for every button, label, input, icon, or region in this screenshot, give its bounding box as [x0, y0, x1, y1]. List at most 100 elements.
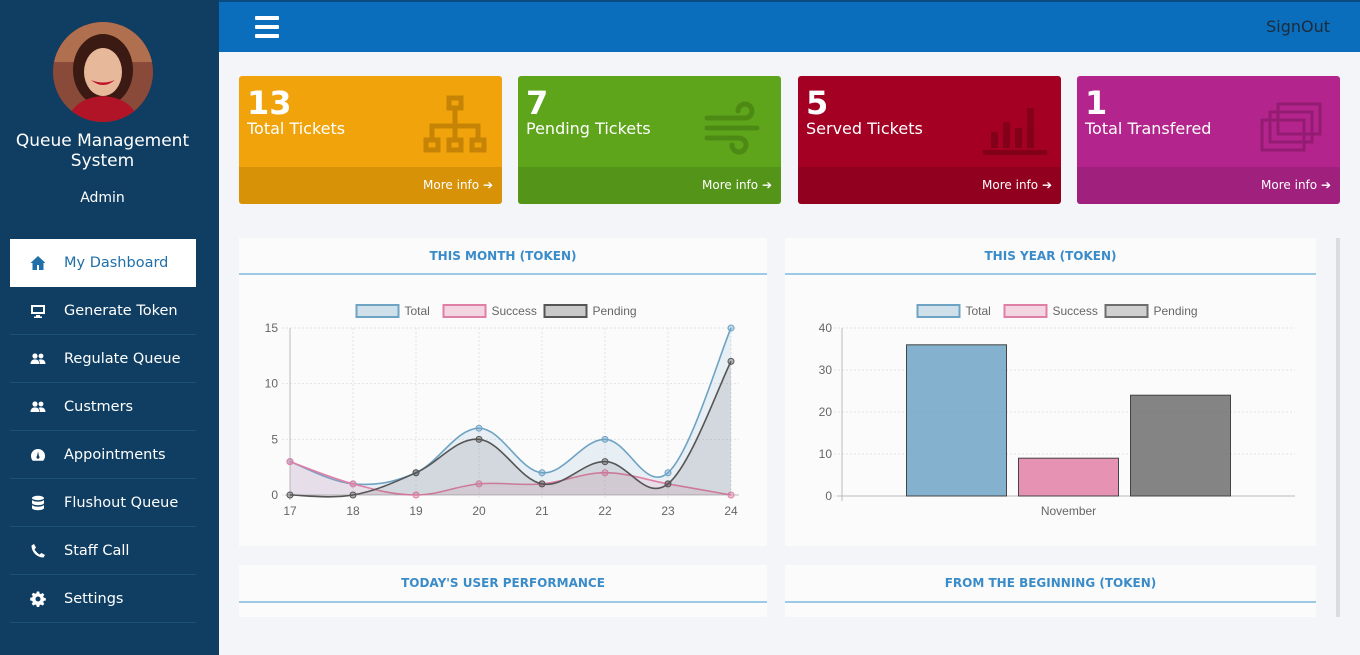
sidebar-item-custmers[interactable]: Custmers [10, 383, 196, 431]
data-point [286, 491, 294, 499]
gauge-icon [29, 446, 47, 464]
signout-link[interactable]: SignOut [1266, 17, 1330, 36]
stat-value: 5 [806, 84, 829, 122]
panel-from-the-beginning: FROM THE BEGINNING (TOKEN) [785, 565, 1316, 617]
y-tick-label: 5 [271, 432, 278, 446]
monitor-icon [29, 302, 47, 320]
data-point [475, 435, 483, 443]
year-bar-chart: Total Success Pending 0 10 20 30 40 November [819, 304, 1295, 518]
panel-divider [239, 601, 767, 603]
data-point [601, 458, 609, 466]
data-point [727, 357, 735, 365]
sidebar-item-appointments[interactable]: Appointments [10, 431, 196, 479]
panel-divider [239, 273, 767, 275]
x-tick-label: 19 [409, 504, 423, 518]
user-role: Admin [80, 190, 125, 206]
gear-icon [29, 590, 47, 608]
stat-label: Total Transfered [1085, 119, 1212, 138]
bar-chart-icon [983, 108, 1047, 155]
bar [1018, 457, 1119, 497]
x-tick-label: 18 [346, 504, 360, 518]
panel-divider [785, 601, 1316, 603]
database-icon [29, 494, 47, 512]
x-tick-label: 20 [472, 504, 486, 518]
month-line-chart: Total Success Pending 0 5 10 15 17 18 19 20 21 22 23 2… [265, 304, 739, 518]
series-line [289, 327, 732, 486]
series-line [289, 460, 732, 496]
panel-this-year: THIS YEAR (TOKEN) Total Success Pending 0 10… [785, 238, 1316, 546]
y-tick-label: 30 [819, 363, 833, 377]
data-point [349, 491, 357, 499]
stat-label: Served Tickets [806, 119, 923, 138]
legend-label: Total [966, 304, 991, 318]
sidebar-item-settings[interactable]: Settings [10, 575, 196, 623]
panel-title: FROM THE BEGINNING (TOKEN) [944, 576, 1157, 590]
data-point [727, 491, 735, 499]
y-tick-label: 0 [271, 488, 278, 502]
legend-label: Pending [593, 304, 637, 318]
y-tick-label: 40 [819, 321, 833, 335]
topbar: SignOut [219, 2, 1360, 52]
x-tick-label: 24 [724, 504, 738, 518]
phone-icon [29, 542, 47, 560]
more-info-link[interactable]: More info ➔ [1077, 167, 1340, 204]
stat-card-total-transfered: 1 Total Transfered More info ➔ [1077, 76, 1340, 204]
data-point [664, 469, 672, 477]
stat-card-total-tickets: 13 Total Tickets More info ➔ [239, 76, 502, 204]
sidebar-item-flushout-queue[interactable]: Flushout Queue [10, 479, 196, 527]
sidebar-item-label: Appointments [64, 446, 166, 463]
legend-label: Success [1053, 304, 1098, 318]
avatar [53, 22, 153, 122]
stat-label: Total Tickets [247, 119, 346, 138]
sitemap-icon [423, 95, 487, 153]
sidebar-item-label: Staff Call [64, 542, 130, 559]
sidebar-item-regulate-queue[interactable]: Regulate Queue [10, 335, 196, 383]
topbar-edge [219, 0, 1360, 2]
sidebar-item-my-dashboard[interactable]: My Dashboard [10, 239, 196, 287]
menu-toggle-icon[interactable] [255, 16, 279, 38]
data-point [601, 435, 609, 443]
x-tick-label: 22 [598, 504, 612, 518]
stat-card-pending-tickets: 7 Pending Tickets More info ➔ [518, 76, 781, 204]
legend-swatch [543, 304, 588, 318]
users-icon [29, 350, 47, 368]
series-area [290, 328, 731, 495]
stat-value: 13 [247, 84, 292, 122]
x-tick-label: 21 [535, 504, 549, 518]
panel-this-month: THIS MONTH (TOKEN) Total Success Pending 0 5… [239, 238, 767, 546]
wind-icon [704, 101, 760, 155]
y-tick-label: 20 [819, 405, 833, 419]
panel-today-user-performance: TODAY'S USER PERFORMANCE [239, 565, 767, 617]
data-point [412, 469, 420, 477]
more-info-link[interactable]: More info ➔ [798, 167, 1061, 204]
x-tick-label: 17 [283, 504, 297, 518]
legend-swatch [916, 304, 961, 318]
more-info-link[interactable]: More info ➔ [239, 167, 502, 204]
content-scrollbar[interactable] [1336, 238, 1340, 617]
stat-value: 1 [1085, 84, 1108, 122]
x-tick-label: November [1041, 504, 1096, 518]
data-point [286, 458, 294, 466]
legend-label: Success [492, 304, 537, 318]
data-point [727, 324, 735, 332]
sidebar-item-generate-token[interactable]: Generate Token [10, 287, 196, 335]
legend-label: Total [405, 304, 430, 318]
data-point [349, 480, 357, 488]
sidebar-menu: My Dashboard Generate Token Regulate Que… [10, 239, 196, 623]
panel-title: THIS MONTH (TOKEN) [429, 249, 577, 263]
home-icon [29, 254, 47, 272]
data-point [412, 491, 420, 499]
data-point [601, 469, 609, 477]
more-info-link[interactable]: More info ➔ [518, 167, 781, 204]
x-tick-label: 23 [661, 504, 675, 518]
series-area [290, 461, 731, 495]
panel-divider [785, 273, 1316, 275]
windows-icon [1260, 102, 1322, 152]
data-point [664, 480, 672, 488]
sidebar-item-label: Regulate Queue [64, 350, 181, 367]
stat-label: Pending Tickets [526, 119, 651, 138]
sidebar-item-label: My Dashboard [64, 255, 169, 271]
app-title: Queue Management System [15, 131, 190, 171]
series-line [289, 361, 732, 498]
sidebar-item-staff-call[interactable]: Staff Call [10, 527, 196, 575]
